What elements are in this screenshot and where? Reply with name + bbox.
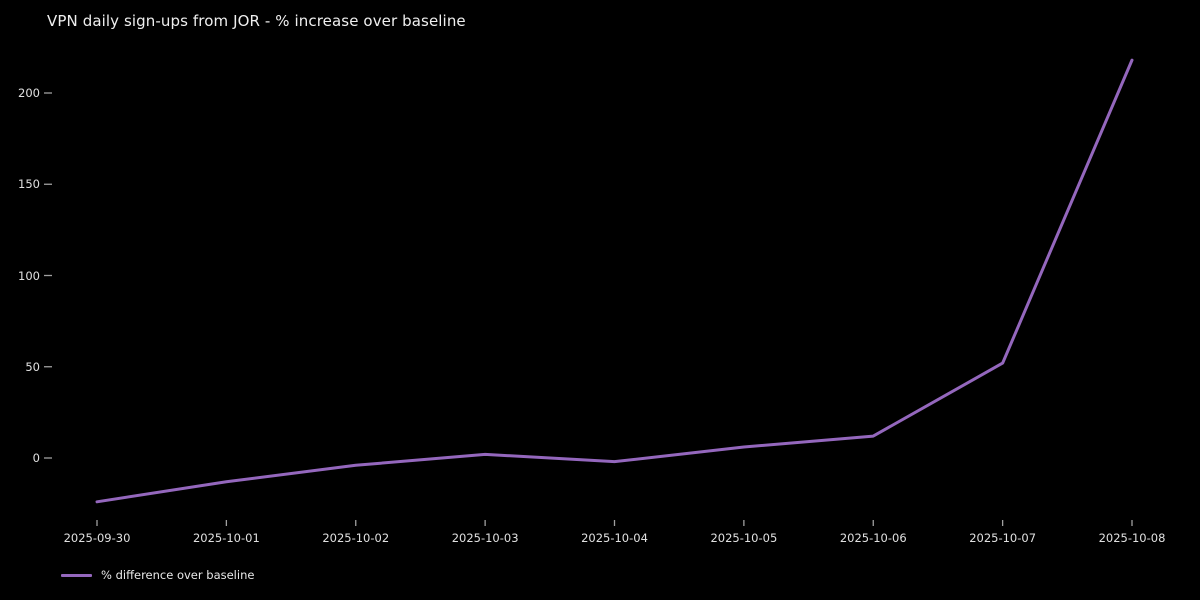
y-tick-label: 50 — [25, 359, 40, 374]
y-tick-label: 0 — [32, 451, 40, 465]
y-tick-label: 200 — [18, 86, 40, 100]
legend: % difference over baseline — [61, 568, 254, 582]
legend-label: % difference over baseline — [101, 568, 255, 582]
data-line--difference-over-baseline — [95, 58, 1134, 504]
x-tick-label: 2025-10-07 — [969, 531, 1037, 545]
chart-title: VPN daily sign-ups from JOR - % increase… — [47, 12, 466, 30]
x-tick-label: 2025-09-30 — [63, 531, 131, 545]
y-tick-label: 100 — [18, 268, 40, 283]
x-tick-label: 2025-10-05 — [710, 531, 778, 545]
x-tick-label: 2025-10-02 — [322, 531, 390, 545]
x-tick-label: 2025-10-08 — [1098, 531, 1166, 545]
x-tick-label: 2025-10-03 — [451, 531, 519, 545]
x-tick-label: 2025-10-01 — [192, 531, 260, 545]
y-tick-label: 150 — [18, 177, 40, 192]
legend-line-swatch — [61, 573, 92, 577]
x-tick-label: 2025-10-06 — [839, 531, 907, 545]
x-tick-label: 2025-10-04 — [581, 531, 648, 545]
